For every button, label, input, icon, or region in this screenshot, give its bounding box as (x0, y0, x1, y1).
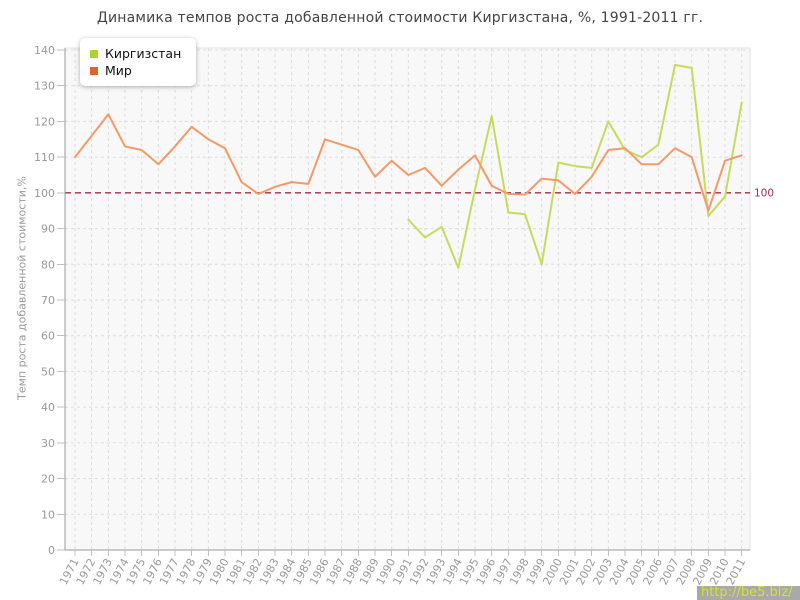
svg-text:20: 20 (41, 473, 55, 486)
svg-text:80: 80 (41, 258, 55, 271)
svg-text:50: 50 (41, 365, 55, 378)
legend-label-kyrgyzstan: Киргизстан (105, 46, 182, 61)
svg-text:100: 100 (34, 187, 55, 200)
legend-swatch-kyrgyzstan-icon (90, 49, 98, 58)
reference-line-label: 100 (754, 187, 774, 199)
y-axis-labels: 0 10 20 30 40 50 60 70 80 90 100 110 120 130 140 (34, 44, 65, 557)
legend-item-kyrgyzstan[interactable]: Киргизстан (90, 45, 181, 62)
svg-text:30: 30 (41, 437, 55, 450)
watermark-link[interactable]: http://be5.biz/ (701, 586, 793, 600)
svg-text:140: 140 (34, 44, 55, 57)
y-axis-title: Темп роста добавленной стоимости,% (15, 176, 29, 400)
legend-label-world: Мир (105, 63, 132, 78)
plot-area (64, 47, 751, 551)
legend-item-world[interactable]: Мир (90, 62, 181, 79)
chart-title: Динамика темпов роста добавленной стоимо… (96, 10, 704, 26)
series-line-kyrgyzstan (407, 64, 743, 269)
legend: Киргизстан Мир (80, 38, 197, 86)
legend-swatch-world-icon (90, 66, 98, 75)
watermark: http://be5.biz/ (697, 586, 800, 600)
axes (64, 48, 750, 551)
series-line-world (74, 113, 743, 212)
svg-text:60: 60 (41, 330, 55, 343)
svg-text:70: 70 (41, 294, 55, 307)
x-axis-labels: 1971197219731974197519761977197819791980… (57, 550, 748, 587)
svg-text:10: 10 (41, 508, 55, 521)
svg-text:40: 40 (41, 401, 55, 414)
svg-text:0: 0 (48, 544, 55, 557)
svg-text:90: 90 (41, 223, 55, 236)
svg-text:110: 110 (34, 151, 55, 164)
svg-text:120: 120 (34, 115, 55, 128)
svg-text:130: 130 (34, 80, 55, 93)
